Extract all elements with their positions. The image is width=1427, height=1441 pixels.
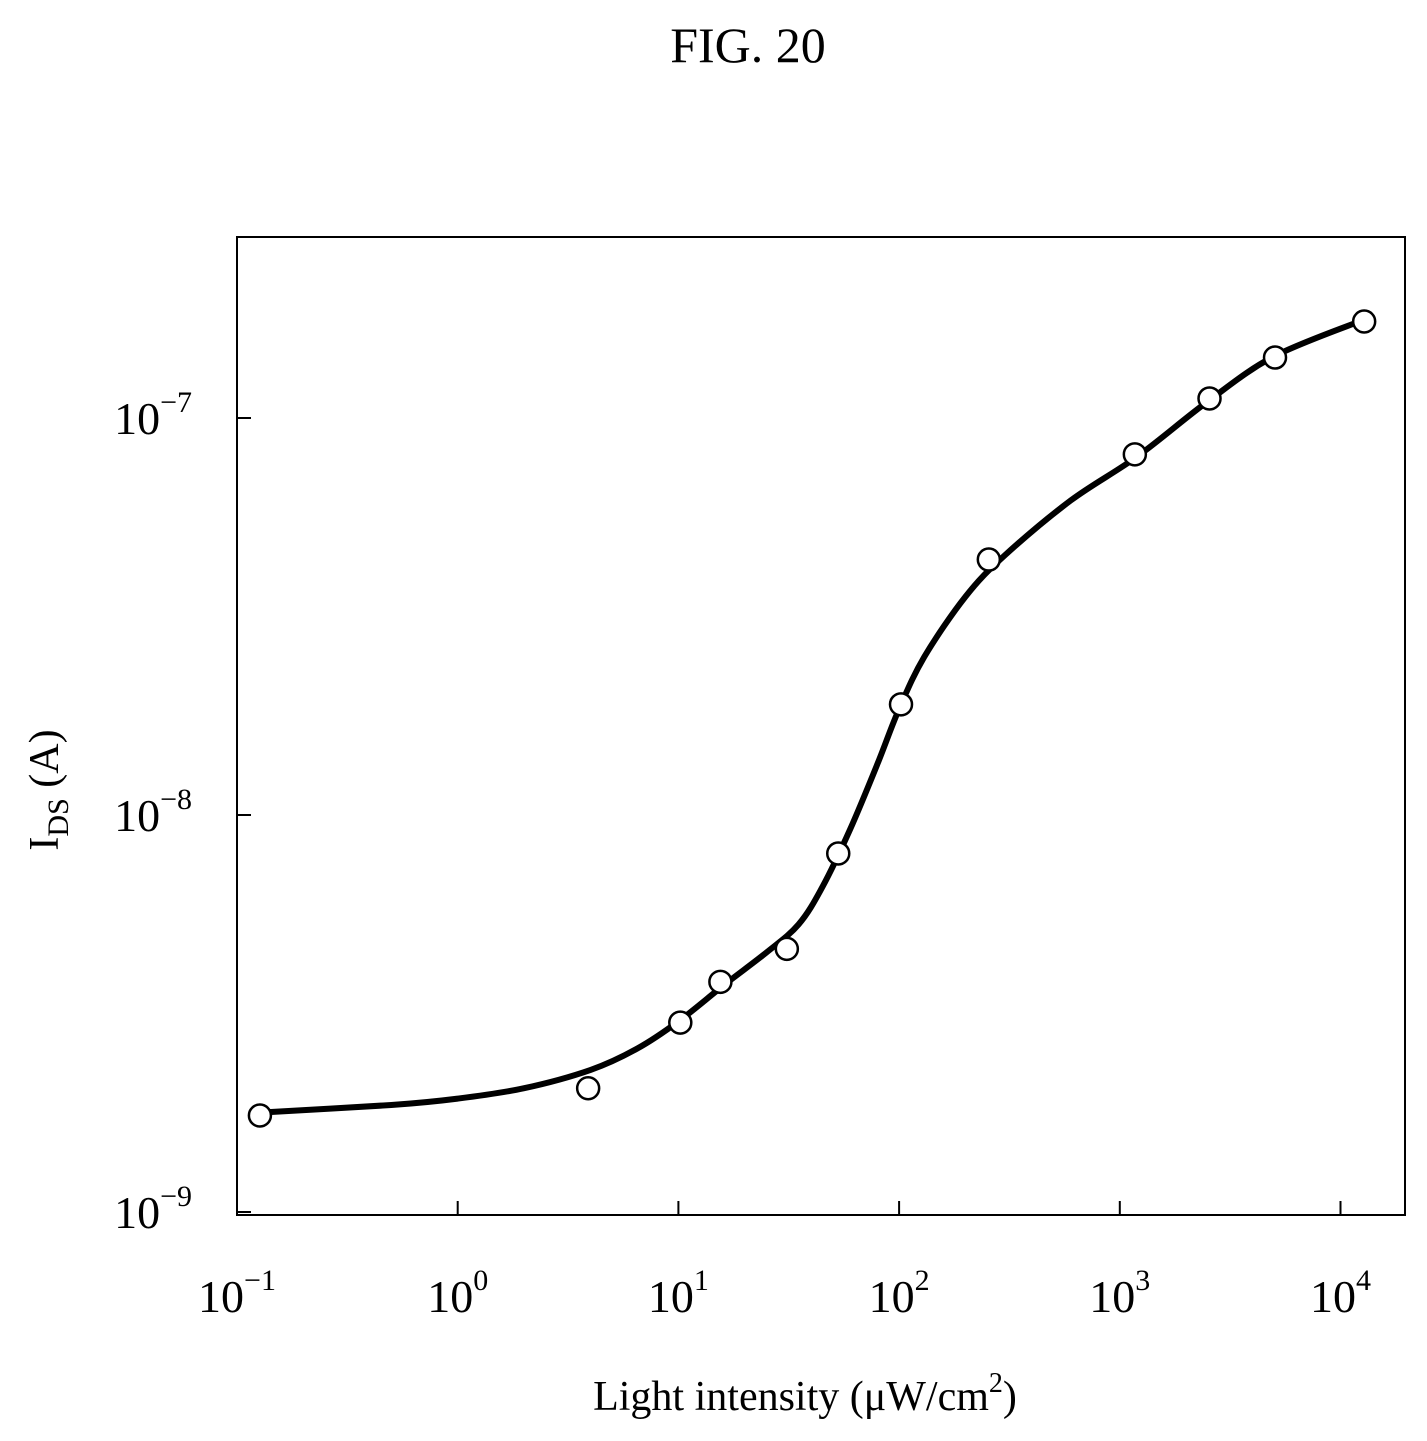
x-tick-label-base: 10 [869,1271,915,1322]
x-tick-label: 102 [869,1264,930,1322]
x-tick-label-exp: −1 [244,1264,276,1297]
plot-frame [236,236,1406,1216]
x-tick-label: 10−1 [198,1264,276,1322]
x-tick-label-base: 10 [648,1271,694,1322]
y-axis-label-main: I [22,837,68,851]
data-point [247,1103,273,1128]
data-point [1197,386,1222,411]
data-point [1351,309,1377,334]
x-axis-label-main: Light intensity (μW/cm [593,1374,989,1420]
y-tick-label-base: 10 [114,1187,160,1238]
x-tick-label: 100 [427,1264,488,1322]
data-point [575,1075,601,1101]
x-tick-label: 103 [1089,1264,1150,1322]
y-axis-label-sub: DS [42,798,75,836]
fit-layer [256,316,1368,1116]
y-tick-label: 10−7 [114,386,192,444]
y-axis-label-unit: (A) [22,729,68,798]
data-point [1262,345,1288,370]
figure-label: FIG. 20 [670,17,826,73]
x-tick-label-exp: 4 [1356,1264,1371,1297]
x-tick-label-exp: 1 [694,1264,709,1297]
y-axis-label: IDS (A) [22,729,75,850]
data-point [708,969,733,995]
x-tick-label-exp: 3 [1135,1264,1150,1297]
x-tick-label-exp: 2 [915,1264,930,1297]
x-tick-label-base: 10 [427,1271,473,1322]
x-tick-label-exp: 0 [473,1264,488,1297]
x-axis-label-close: ) [1003,1374,1017,1420]
x-axis-label: Light intensity (μW/cm2) [593,1368,1017,1420]
y-tick-label: 10−8 [114,783,192,841]
data-point [825,841,851,866]
x-tick-label-base: 10 [1310,1271,1356,1322]
data-point [668,1010,693,1035]
y-tick-label-exp: −7 [160,386,192,419]
y-tick-label: 10−9 [114,1180,192,1238]
x-axis-label-sup: 2 [989,1368,1003,1399]
points-layer [247,309,1377,1128]
fit-curve [256,316,1368,1116]
y-tick-label-base: 10 [114,790,160,841]
x-tick-label-base: 10 [198,1271,244,1322]
y-tick-label-exp: −9 [160,1180,192,1213]
x-tick-label-base: 10 [1089,1271,1135,1322]
y-tick-label-exp: −8 [160,783,192,816]
data-point [774,936,800,962]
x-tick-label: 104 [1310,1264,1371,1322]
x-tick-label: 101 [648,1264,709,1322]
data-point [976,547,1002,572]
y-tick-label-base: 10 [114,393,160,444]
data-point [1122,442,1148,467]
data-point [888,692,914,717]
